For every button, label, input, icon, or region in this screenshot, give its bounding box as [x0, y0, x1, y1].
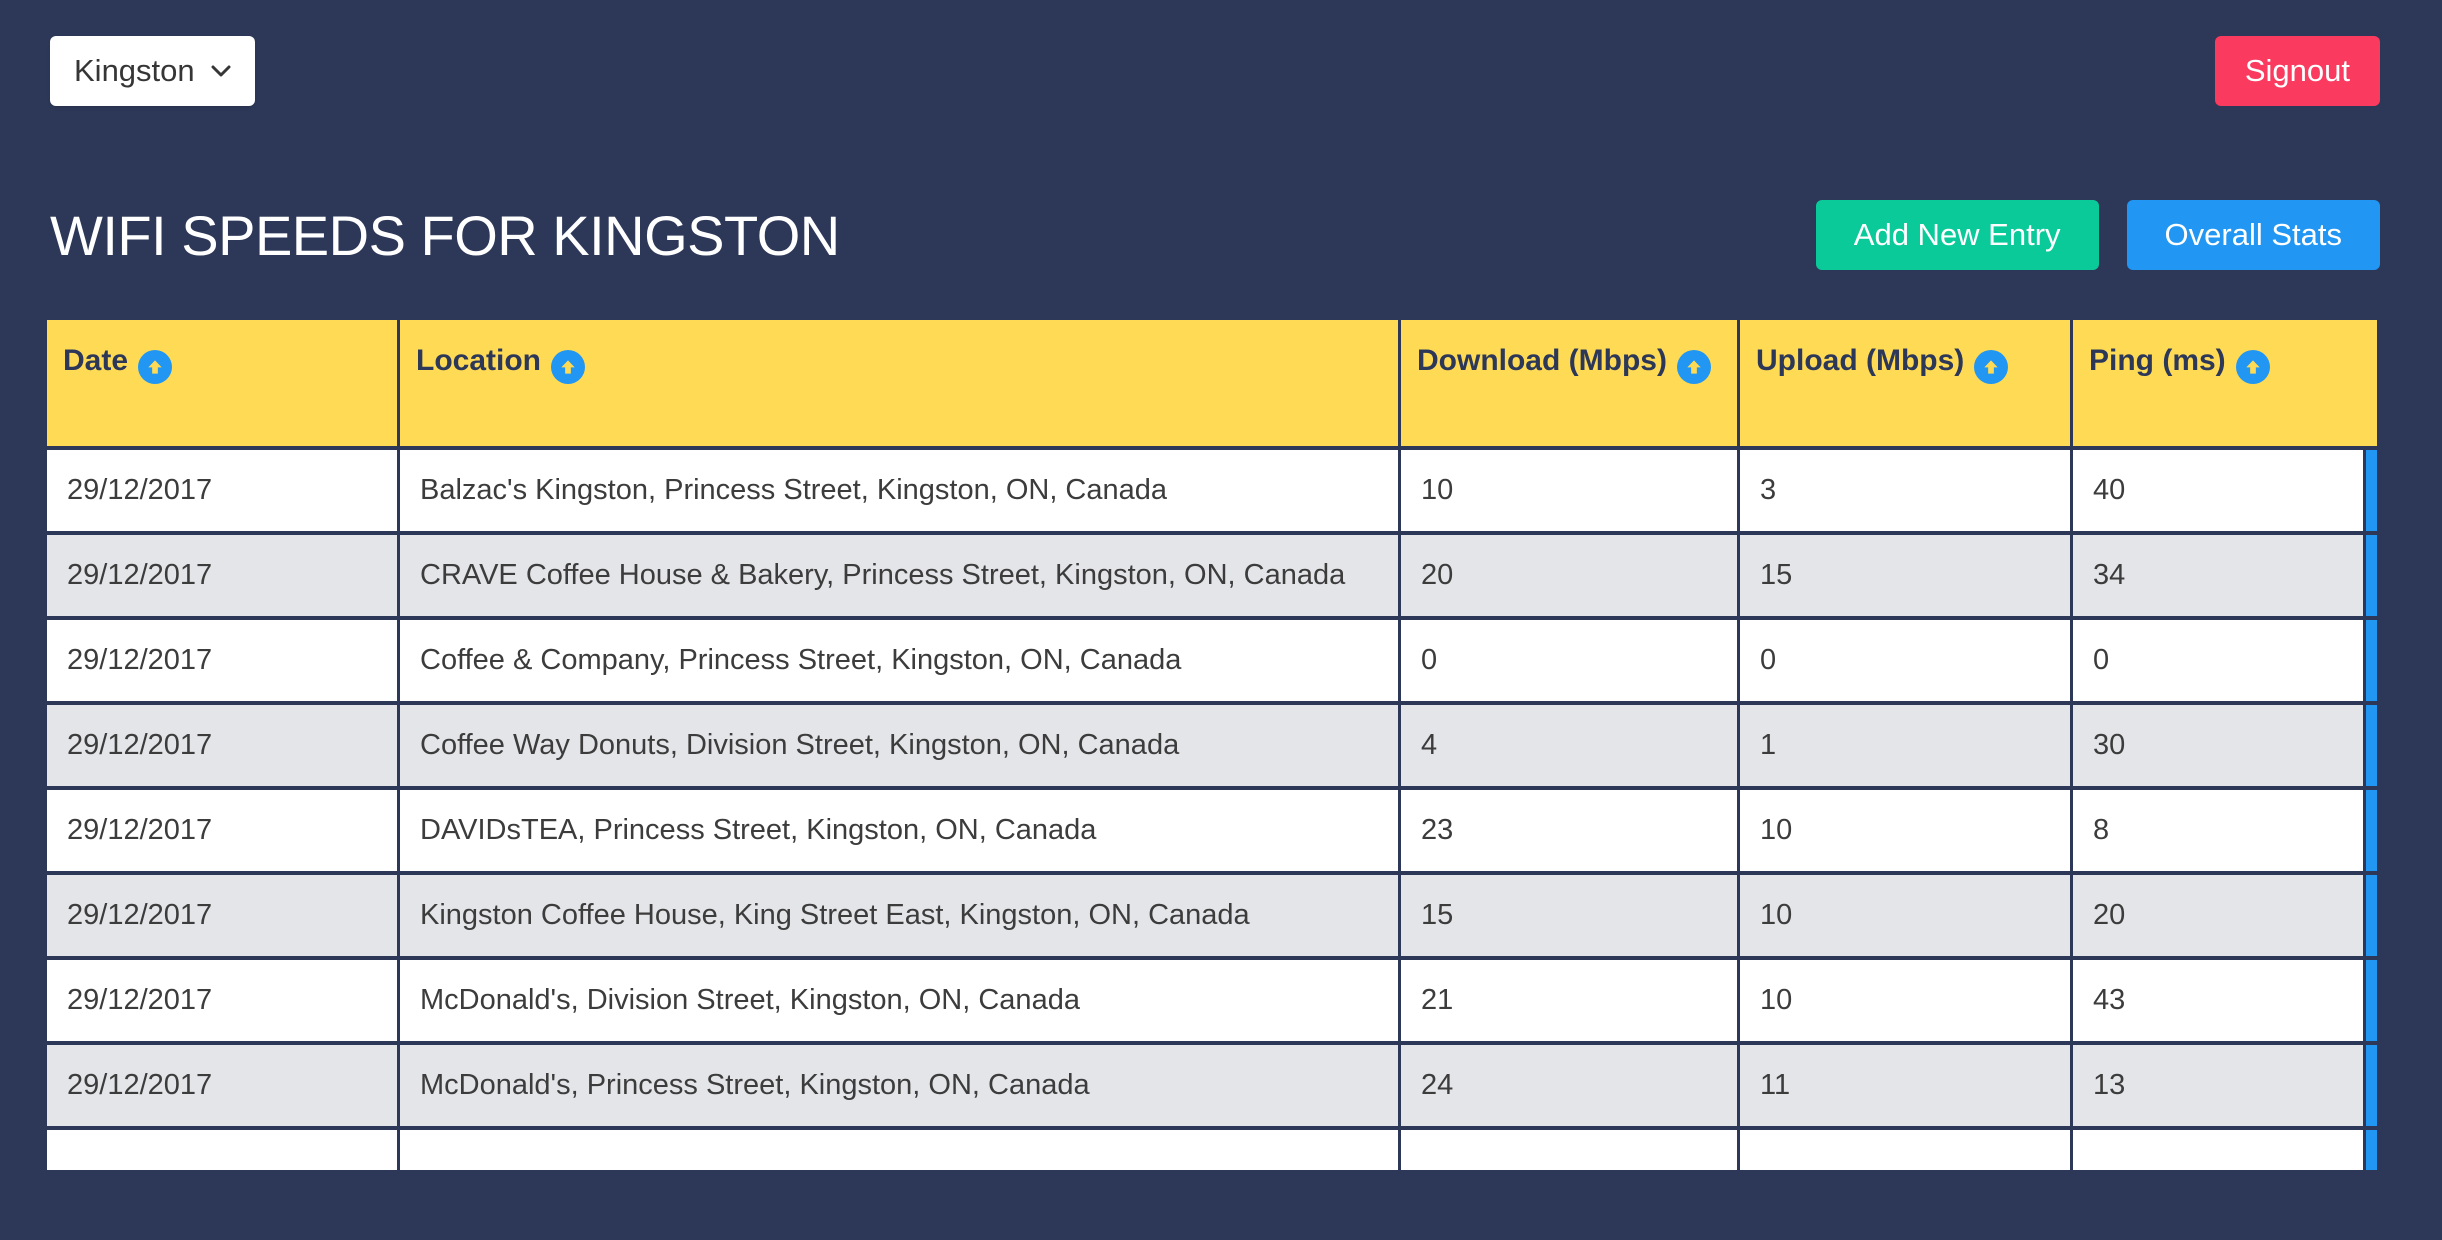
- page-title: WIFI SPEEDS FOR KINGSTON: [50, 203, 840, 267]
- cell-location: Kingston Coffee House, King Street East,…: [400, 875, 1398, 956]
- cell-upload: 10: [1740, 875, 2070, 956]
- cell-ping: 8: [2073, 790, 2363, 871]
- table-row: 29/12/2017 Coffee & Company, Princess St…: [47, 620, 2377, 701]
- table-scrollbar-segment[interactable]: [2366, 875, 2377, 956]
- cell-ping: [2073, 1130, 2363, 1170]
- city-select-dropdown[interactable]: Kingston: [50, 36, 255, 106]
- table-header-row: Date Location Download (Mbps) Upload (Mb…: [47, 320, 2377, 446]
- column-header-label: Download (Mbps): [1417, 344, 1667, 377]
- cell-ping: 20: [2073, 875, 2363, 956]
- cell-location: McDonald's, Division Street, Kingston, O…: [400, 960, 1398, 1041]
- cell-date: 29/12/2017: [47, 790, 397, 871]
- cell-location: McDonald's, Princess Street, Kingston, O…: [400, 1045, 1398, 1126]
- cell-ping: 43: [2073, 960, 2363, 1041]
- table-row: 29/12/2017 McDonald's, Division Street, …: [47, 960, 2377, 1041]
- cell-date: [47, 1130, 397, 1170]
- cell-upload: [1740, 1130, 2070, 1170]
- table-scrollbar-segment[interactable]: [2366, 1045, 2377, 1126]
- cell-upload: 11: [1740, 1045, 2070, 1126]
- cell-date: 29/12/2017: [47, 1045, 397, 1126]
- cell-location: DAVIDsTEA, Princess Street, Kingston, ON…: [400, 790, 1398, 871]
- cell-upload: 10: [1740, 960, 2070, 1041]
- cell-date: 29/12/2017: [47, 875, 397, 956]
- cell-upload: 3: [1740, 450, 2070, 531]
- cell-ping: 0: [2073, 620, 2363, 701]
- cell-download: 24: [1401, 1045, 1737, 1126]
- table-row: 29/12/2017 Kingston Coffee House, King S…: [47, 875, 2377, 956]
- wifi-speeds-table: Date Location Download (Mbps) Upload (Mb…: [47, 320, 2377, 1170]
- cell-download: [1401, 1130, 1737, 1170]
- cell-download: 23: [1401, 790, 1737, 871]
- sort-up-icon: [1676, 350, 1711, 384]
- chevron-down-icon: [211, 65, 231, 77]
- table-row: 29/12/2017 CRAVE Coffee House & Bakery, …: [47, 535, 2377, 616]
- column-header-upload[interactable]: Upload (Mbps): [1740, 320, 2070, 446]
- cell-ping: 13: [2073, 1045, 2363, 1126]
- table-row-partial: [47, 1130, 2377, 1170]
- cell-download: 21: [1401, 960, 1737, 1041]
- cell-download: 0: [1401, 620, 1737, 701]
- column-header-location[interactable]: Location: [400, 320, 1398, 446]
- cell-date: 29/12/2017: [47, 705, 397, 786]
- column-header-label: Ping (ms): [2089, 344, 2226, 377]
- table-scrollbar-segment[interactable]: [2366, 535, 2377, 616]
- cell-date: 29/12/2017: [47, 620, 397, 701]
- table-row: 29/12/2017 McDonald's, Princess Street, …: [47, 1045, 2377, 1126]
- signout-button[interactable]: Signout: [2214, 36, 2380, 106]
- cell-upload: 15: [1740, 535, 2070, 616]
- column-header-label: Upload (Mbps): [1756, 344, 1965, 377]
- table-scrollbar-segment[interactable]: [2366, 790, 2377, 871]
- table-body: 29/12/2017 Balzac's Kingston, Princess S…: [47, 450, 2377, 1170]
- table-scrollbar-segment[interactable]: [2366, 1130, 2377, 1170]
- cell-download: 4: [1401, 705, 1737, 786]
- sort-up-icon: [2235, 350, 2270, 384]
- table-scrollbar-segment[interactable]: [2366, 705, 2377, 786]
- column-header-date[interactable]: Date: [47, 320, 397, 446]
- cell-date: 29/12/2017: [47, 535, 397, 616]
- cell-location: CRAVE Coffee House & Bakery, Princess St…: [400, 535, 1398, 616]
- table-scrollbar-segment[interactable]: [2366, 960, 2377, 1041]
- column-header-ping[interactable]: Ping (ms): [2073, 320, 2377, 446]
- column-header-label: Location: [416, 344, 541, 377]
- cell-download: 10: [1401, 450, 1737, 531]
- column-header-label: Date: [63, 344, 129, 377]
- cell-ping: 40: [2073, 450, 2363, 531]
- cell-upload: 0: [1740, 620, 2070, 701]
- column-header-download[interactable]: Download (Mbps): [1401, 320, 1737, 446]
- table-scrollbar-segment[interactable]: [2366, 450, 2377, 531]
- city-select-value: Kingston: [74, 53, 195, 88]
- cell-upload: 10: [1740, 790, 2070, 871]
- add-new-entry-button[interactable]: Add New Entry: [1815, 200, 2099, 270]
- cell-ping: 30: [2073, 705, 2363, 786]
- heading-actions: Add New Entry Overall Stats: [1815, 200, 2380, 270]
- sort-up-icon: [138, 350, 173, 384]
- sort-up-icon: [551, 350, 585, 384]
- table-scrollbar-segment[interactable]: [2366, 620, 2377, 701]
- cell-date: 29/12/2017: [47, 450, 397, 531]
- cell-ping: 34: [2073, 535, 2363, 616]
- table-row: 29/12/2017 DAVIDsTEA, Princess Street, K…: [47, 790, 2377, 871]
- top-bar: Kingston Signout: [0, 0, 2442, 106]
- overall-stats-button[interactable]: Overall Stats: [2126, 200, 2380, 270]
- cell-date: 29/12/2017: [47, 960, 397, 1041]
- cell-download: 20: [1401, 535, 1737, 616]
- table-row: 29/12/2017 Balzac's Kingston, Princess S…: [47, 450, 2377, 531]
- cell-location: Balzac's Kingston, Princess Street, King…: [400, 450, 1398, 531]
- cell-location: Coffee Way Donuts, Division Street, King…: [400, 705, 1398, 786]
- cell-location: Coffee & Company, Princess Street, Kings…: [400, 620, 1398, 701]
- cell-upload: 1: [1740, 705, 2070, 786]
- cell-location: [400, 1130, 1398, 1170]
- table-row: 29/12/2017 Coffee Way Donuts, Division S…: [47, 705, 2377, 786]
- sort-up-icon: [1974, 350, 2009, 384]
- cell-download: 15: [1401, 875, 1737, 956]
- heading-row: WIFI SPEEDS FOR KINGSTON Add New Entry O…: [0, 200, 2442, 270]
